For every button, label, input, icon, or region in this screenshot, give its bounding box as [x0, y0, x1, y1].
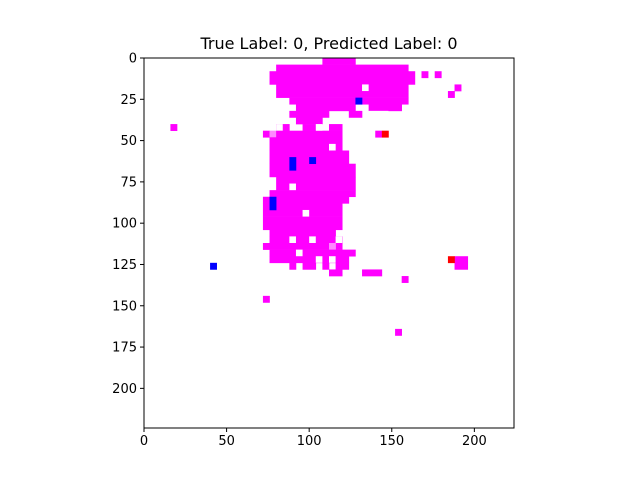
- y-tick-label-100: 100: [112, 217, 137, 232]
- heatmap-cell-26: [269, 163, 356, 178]
- y-tick-label-175: 175: [112, 341, 137, 356]
- y-tick-label-150: 150: [112, 299, 137, 314]
- heatmap-gap-0: [362, 84, 369, 92]
- heatmap-cell-37: [269, 256, 350, 264]
- heatmap-cell-6: [289, 97, 409, 105]
- heatmap-cell-7: [454, 84, 462, 92]
- heatmap-cell-33: [269, 236, 343, 244]
- heatmap-cell-34: [262, 243, 343, 250]
- heatmap-cell-4: [434, 71, 442, 79]
- heatmap-cell-3: [421, 71, 429, 79]
- heatmap-cell-15: [276, 124, 290, 131]
- heatmap-gap-3: [315, 124, 323, 131]
- heatmap-cell-49: [355, 97, 363, 105]
- heatmap-cell-31: [262, 216, 343, 231]
- heatmap-gap-1: [368, 110, 389, 118]
- axes-frame: [143, 57, 515, 429]
- heatmap-cell-55: [447, 256, 455, 264]
- heatmap-cell-17: [329, 124, 343, 131]
- heatmap-cell-29: [262, 196, 350, 204]
- heatmap-gap-5: [289, 183, 296, 191]
- y-axis: 0 25 50 75 100 125 150 175 200: [112, 52, 144, 397]
- heatmap-cell-5: [276, 84, 409, 98]
- y-tick-label-25: 25: [120, 93, 137, 108]
- heatmap-gap-9: [335, 236, 343, 243]
- heatmap-cell-39: [302, 262, 317, 270]
- heatmap-cell-18: [262, 130, 270, 138]
- heatmap-cell-1: [276, 64, 409, 72]
- heatmap-cell-11: [289, 110, 330, 118]
- heatmap-gap-12: [329, 256, 336, 263]
- heatmap-cell-14: [170, 124, 178, 131]
- heatmap-cell-24: [335, 143, 343, 151]
- heatmap-cell-22: [269, 137, 343, 145]
- heatmap-cell-38: [289, 262, 297, 270]
- y-tick-label-125: 125: [112, 258, 137, 273]
- heatmap-cell-52: [269, 196, 277, 211]
- heatmap-gap-8: [309, 236, 316, 243]
- heatmap-cell-46: [454, 262, 469, 270]
- heatmap-cell-16: [302, 124, 317, 131]
- x-tick-label-150: 150: [379, 434, 404, 449]
- heatmap-cell-35: [329, 243, 336, 250]
- heatmap-cell-47: [262, 295, 270, 303]
- heatmap-cell-8: [447, 91, 455, 98]
- heatmap-cell-48: [395, 328, 402, 336]
- heatmap-cell-54: [381, 130, 389, 138]
- heatmap-cell-13: [295, 117, 323, 125]
- heatmap-cell-41: [335, 262, 350, 270]
- heatmap-cell-44: [401, 276, 409, 283]
- heatmap-cell-27: [276, 176, 356, 191]
- y-tick-label-75: 75: [120, 175, 137, 190]
- x-tick-label-200: 200: [462, 434, 487, 449]
- heatmap-cell-50: [289, 157, 297, 171]
- heatmap-gap-6: [302, 209, 310, 217]
- chart-title: True Label: 0, Predicted Label: 0: [199, 34, 457, 53]
- x-axis: 0 50 100 150 200: [140, 428, 487, 449]
- heatmap-gap-11: [315, 256, 323, 263]
- heatmap-cell-42: [329, 269, 343, 277]
- heatmap-cell-43: [362, 269, 383, 277]
- heatmap-cell-28: [269, 190, 356, 198]
- heatmap-cell-45: [454, 256, 469, 264]
- heatmap-cell-53: [210, 262, 217, 270]
- heatmap-cell-9: [295, 104, 356, 112]
- x-tick-label-50: 50: [218, 434, 235, 449]
- heatmap-cell-32: [269, 229, 336, 237]
- heatmap-gap-2: [276, 124, 283, 131]
- heatmap-cell-23: [269, 143, 330, 151]
- heatmap-cell-36: [269, 249, 356, 257]
- heatmap-cell-2: [269, 71, 416, 85]
- y-tick-label-0: 0: [129, 52, 137, 67]
- heatmap-cell-21: [375, 130, 383, 138]
- y-tick-label-50: 50: [120, 134, 137, 149]
- heatmap-cell-40: [322, 262, 330, 270]
- heatmap-gap-7: [289, 236, 296, 243]
- heatmap-cell-51: [309, 157, 317, 165]
- heatmap-gap-10: [295, 249, 303, 257]
- x-tick-label-100: 100: [297, 434, 322, 449]
- pixel-cells: [170, 58, 469, 336]
- x-tick-label-0: 0: [140, 434, 148, 449]
- heatmap-cell-10: [368, 104, 402, 112]
- heatmap-cell-0: [322, 58, 356, 65]
- heatmap-cell-12: [348, 110, 363, 118]
- heatmap-cell-20: [276, 130, 343, 138]
- y-tick-label-200: 200: [112, 382, 137, 397]
- heatmap-gap-4: [329, 143, 336, 151]
- heatmap-cell-19: [269, 130, 277, 138]
